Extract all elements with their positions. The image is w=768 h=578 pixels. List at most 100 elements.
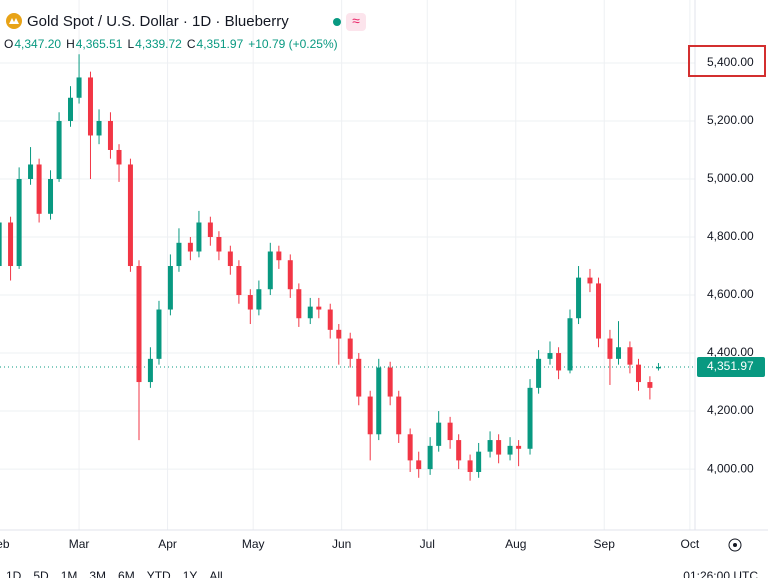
ohlc-value: 4,365.51 [76, 37, 123, 51]
y-tick-label: 5,400.00 [707, 55, 754, 69]
candle-body [567, 318, 573, 371]
candle-body [336, 329, 342, 339]
ohlc-key: O [4, 37, 13, 51]
ohlc-key: C [187, 37, 196, 51]
x-tick-label: Mar [69, 537, 90, 551]
last-price-tag [697, 356, 765, 377]
candle-body [516, 445, 522, 449]
candle-body [367, 396, 373, 435]
gold-icon [6, 13, 22, 29]
candle-body [0, 222, 2, 267]
y-tick-label: 4,000.00 [707, 461, 754, 475]
candle-body [156, 309, 162, 359]
range-button[interactable]: 5D [33, 569, 49, 578]
y-tick-label: 5,000.00 [707, 171, 754, 185]
candle-body [576, 277, 582, 319]
bottom-toolbar: 1D 5D 1M 3M 6M YTD 1Y All 01:26:00 UTC [6, 569, 758, 578]
candle-body [48, 178, 54, 214]
x-tick-label: Aug [505, 537, 526, 551]
range-button[interactable]: All [209, 569, 222, 578]
x-tick-label: May [242, 537, 265, 551]
candle-body [396, 396, 402, 435]
candle-body [356, 358, 362, 397]
ohlc-value: 4,347.20 [14, 37, 61, 51]
range-button[interactable]: 1M [61, 569, 78, 578]
candle-body [527, 387, 533, 449]
axes: 4,000.00 4,200.00 4,400.00 4,600.00 4,800.00… [0, 55, 765, 551]
candle-body [256, 289, 262, 310]
candle-body [647, 382, 653, 388]
data-status-badge [346, 13, 366, 31]
clock: 01:26:00 UTC [683, 569, 758, 578]
symbol-title[interactable]: Gold Spot / U.S. Dollar · 1D · Blueberry [27, 13, 289, 30]
candle-body [447, 422, 453, 441]
gold-icon-bars [9, 18, 19, 24]
range-button[interactable]: 1D [6, 569, 22, 578]
candle-body [407, 434, 413, 461]
range-button[interactable]: 3M [89, 569, 106, 578]
candle-body [116, 149, 122, 165]
candle-body [616, 347, 622, 359]
candle-body [227, 251, 233, 267]
candle-body [387, 367, 393, 397]
candle-body [496, 440, 502, 455]
candle-body [596, 283, 602, 339]
candle-body [167, 266, 173, 310]
candle-body [8, 222, 14, 267]
last-price-label: 4,351.97 [707, 359, 754, 373]
candle-body [507, 445, 513, 455]
candle-body [316, 306, 322, 310]
ohlc-key: H [66, 37, 75, 51]
x-tick-label: Sep [594, 537, 616, 551]
candle-body [607, 338, 613, 359]
candle-body [476, 451, 482, 472]
x-tick-label: Apr [158, 537, 177, 551]
candle-body [556, 353, 562, 371]
x-tick-label: Jul [420, 537, 435, 551]
candle-body [307, 306, 313, 319]
highlight-box [688, 45, 766, 77]
candle-body [327, 309, 333, 330]
candle-body [456, 440, 462, 461]
candle-body [28, 164, 34, 179]
candle-body [627, 347, 633, 365]
market-status [333, 18, 341, 26]
candles [0, 54, 661, 481]
x-tick-label: Feb [0, 537, 10, 551]
candle-body [236, 266, 242, 296]
range-button[interactable]: 6M [118, 569, 135, 578]
candle-body [436, 422, 442, 446]
range-button[interactable]: 1Y [183, 569, 198, 578]
candle-body [247, 295, 253, 310]
candle-body [16, 178, 22, 267]
ohlc-line: O 4,347.20 H 4,365.51 L 4,339.72 C 4,351.97 +10.… [4, 37, 338, 51]
candle-body [276, 251, 282, 261]
candle-body [547, 353, 553, 359]
candle-body [176, 242, 182, 267]
candle-body [196, 222, 202, 252]
candle-body [655, 366, 661, 369]
candle-body [347, 338, 353, 359]
candle-body [427, 445, 433, 470]
change-value: +10.79 (+0.25%) [248, 37, 337, 51]
data-status-icon: ≈ [352, 13, 360, 29]
candle-body [216, 237, 222, 252]
settings-button-dot [733, 543, 737, 547]
y-tick-label: 4,200.00 [707, 403, 754, 417]
range-button[interactable]: YTD [147, 569, 171, 578]
y-tick-label: 5,200.00 [707, 113, 754, 127]
candle-body [487, 440, 493, 452]
candle-body [107, 120, 113, 150]
candle-body [267, 251, 273, 290]
candle-body [127, 164, 133, 267]
candle-body [96, 120, 102, 136]
y-tick-label: 4,800.00 [707, 229, 754, 243]
candle-body [147, 358, 153, 383]
candle-body [536, 358, 542, 388]
candle-body [36, 164, 42, 214]
candle-body [187, 242, 193, 252]
candle-body [207, 222, 213, 238]
settings-button[interactable] [728, 538, 742, 552]
